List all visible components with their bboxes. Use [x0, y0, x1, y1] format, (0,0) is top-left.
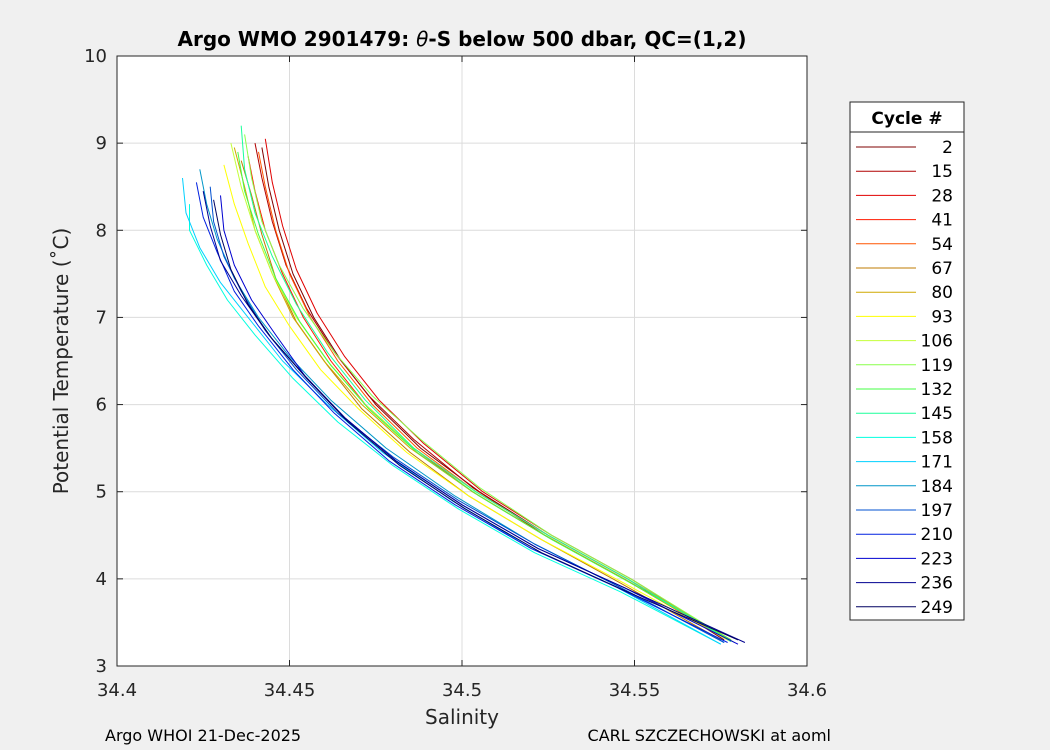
series-line — [189, 204, 722, 645]
y-tick-label: 5 — [96, 482, 107, 503]
legend: Cycle # 2 15 28 41 54 67 80 93 106 119 132 145 158 17… — [849, 101, 965, 621]
legend-entry-label: 197 — [921, 501, 953, 521]
legend-entry-label: 210 — [921, 525, 953, 545]
series-line — [237, 151, 732, 641]
chart-title: Argo WMO 2901479: θ-S below 500 dbar, QC… — [178, 27, 747, 51]
tick-marks — [116, 55, 808, 667]
legend-box — [849, 101, 965, 621]
series-line — [244, 134, 735, 643]
series-lines — [182, 125, 746, 645]
legend-entry-label: 132 — [921, 380, 953, 400]
x-tick-label: 34.55 — [609, 680, 661, 701]
series-line — [209, 186, 725, 643]
x-tick-label: 34.6 — [787, 680, 827, 701]
title-part-2: -S below 500 dbar, QC=(1,2) — [428, 27, 746, 51]
y-tick-label: 9 — [96, 133, 107, 154]
y-axis-label: Potential Temperature (˚C) — [49, 228, 73, 495]
legend-entry-label: 54 — [931, 235, 953, 255]
x-tick-label: 34.5 — [442, 680, 482, 701]
legend-entry-label: 106 — [921, 332, 953, 352]
y-tick-label: 10 — [84, 46, 107, 67]
x-tick-label: 34.4 — [97, 680, 137, 701]
legend-entry-label: 28 — [931, 186, 953, 206]
series-line — [223, 164, 728, 641]
legend-entry-label: 119 — [921, 356, 953, 376]
x-axis-label: Salinity — [425, 705, 499, 729]
footer-right-text: CARL SZCZECHOWSKI at aoml — [588, 726, 831, 745]
series-line — [240, 125, 732, 643]
y-tick-label: 3 — [96, 656, 107, 677]
legend-entry-label: 67 — [931, 259, 953, 279]
legend-entry-label: 2 — [942, 138, 953, 158]
legend-entry-label: 15 — [931, 162, 953, 182]
legend-entries: 2 15 28 41 54 67 80 93 106 119 132 145 158 171 184 197 2… — [856, 138, 953, 618]
y-tick-label: 7 — [96, 307, 107, 328]
y-tick-label: 4 — [96, 569, 107, 590]
legend-entry-label: 184 — [921, 477, 953, 497]
title-theta-symbol: θ — [416, 27, 428, 51]
title-part-1: Argo WMO 2901479: — [178, 27, 417, 51]
legend-entry-label: 171 — [921, 453, 953, 473]
y-tick-label: 6 — [96, 395, 107, 416]
legend-entry-label: 223 — [921, 549, 953, 569]
series-line — [213, 199, 739, 641]
legend-entry-label: 93 — [931, 307, 953, 327]
series-line — [202, 191, 746, 643]
legend-entry-label: 41 — [931, 211, 953, 231]
legend-entry-label: 145 — [921, 404, 953, 424]
footer-left-text: Argo WHOI 21-Dec-2025 — [105, 726, 301, 745]
legend-title: Cycle # — [871, 109, 942, 129]
legend-entry-label: 158 — [921, 428, 953, 448]
y-tick-label: 8 — [96, 220, 107, 241]
legend-entry-label: 80 — [931, 283, 953, 303]
tick-labels: 34.4 34.45 34.5 34.55 34.6 3 4 5 6 7 8 9 10 — [84, 46, 827, 701]
legend-entry-label: 249 — [921, 598, 953, 618]
x-tick-label: 34.45 — [264, 680, 316, 701]
legend-entry-label: 236 — [921, 574, 953, 594]
